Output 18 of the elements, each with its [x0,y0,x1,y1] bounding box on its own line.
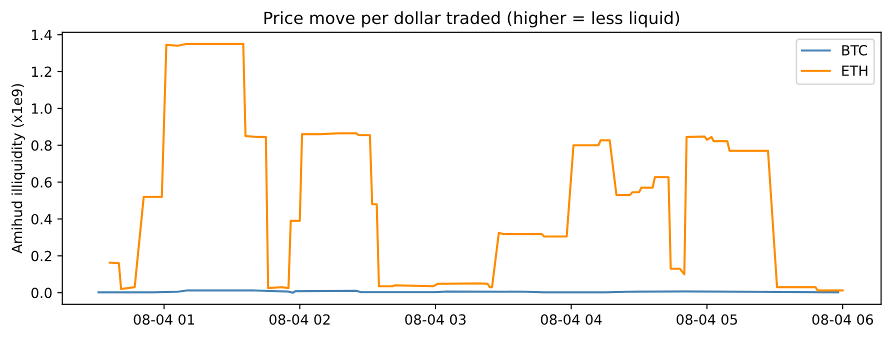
x-tick-label: 08-04 02 [269,314,330,325]
x-tick-label: 08-04 06 [812,314,873,325]
y-tick-label: 1.0 [32,103,52,114]
x-tick-label: 08-04 05 [676,314,737,325]
y-tick-label: 1.2 [32,66,52,77]
y-tick-label: 0.8 [31,140,52,151]
x-tick-label: 08-04 01 [134,314,194,325]
legend-label: BTC [842,45,868,56]
y-tick-label: 1.4 [32,30,52,40]
y-axis-title: Amihud illiquidity (x1e9) [11,84,25,254]
y-tick-label: 0.6 [31,177,52,188]
legend-label: ETH [842,66,868,76]
y-tick-label: 0.4 [31,214,52,224]
y-tick-label: 0.2 [31,250,52,262]
x-tick-label: 08-04 04 [540,314,602,325]
y-tick-label: 0.0 [31,288,52,298]
chart-title: Price move per dollar traded (higher = less liquid) [264,11,680,28]
x-tick-label: 08-04 03 [405,314,466,325]
